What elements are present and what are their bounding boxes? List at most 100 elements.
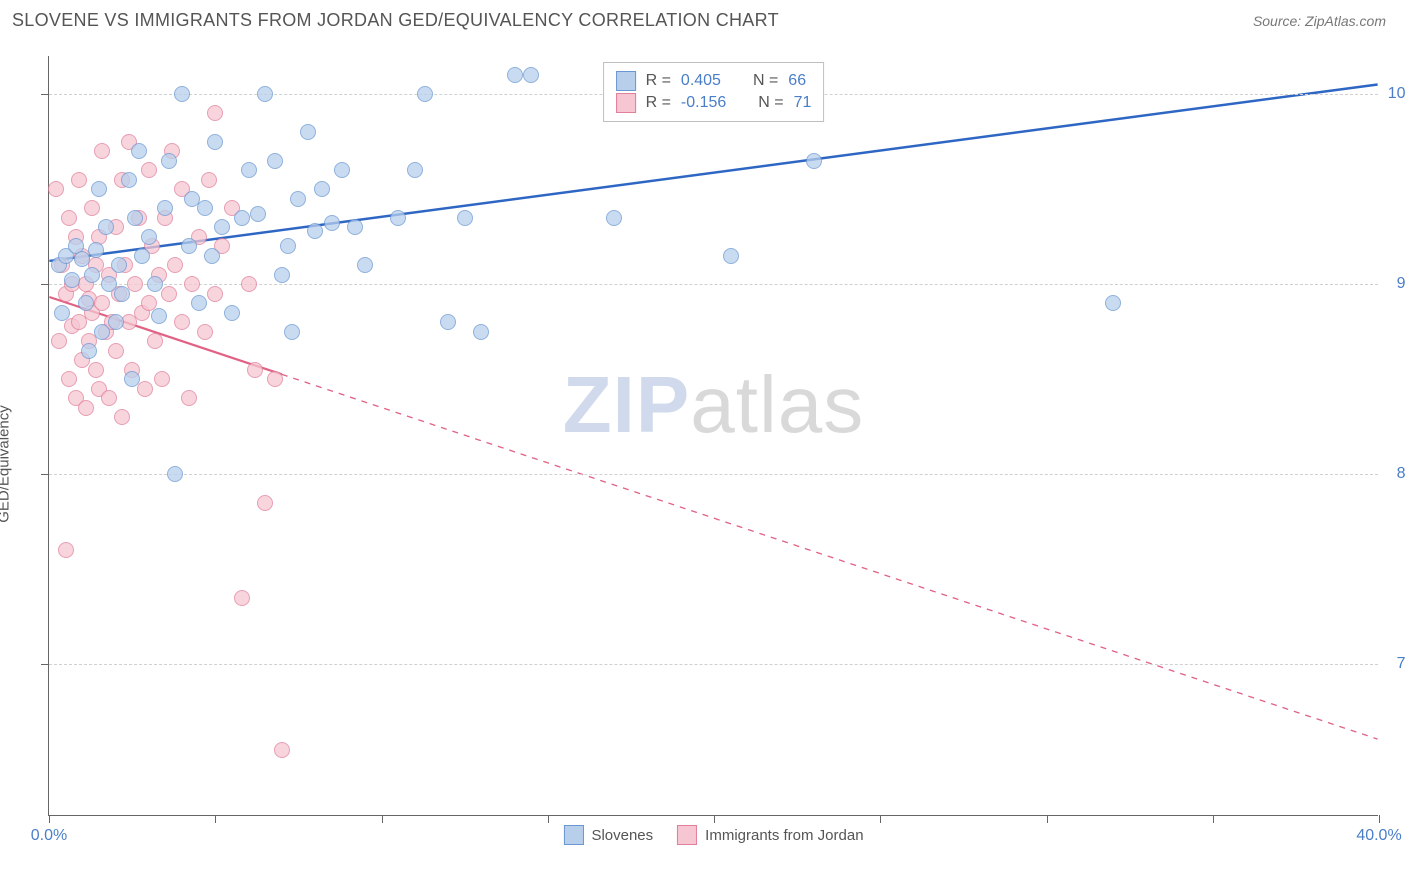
- swatch-blue: [563, 825, 583, 845]
- point-jordan: [137, 381, 153, 397]
- point-jordan: [274, 742, 290, 758]
- x-tick: [880, 815, 881, 823]
- r-label: R =: [646, 94, 671, 112]
- r-label: R =: [646, 72, 671, 90]
- point-slovenes: [307, 223, 323, 239]
- point-jordan: [161, 286, 177, 302]
- n-value-jordan: 71: [794, 94, 812, 112]
- point-slovenes: [167, 466, 183, 482]
- point-slovenes: [81, 343, 97, 359]
- point-slovenes: [181, 238, 197, 254]
- point-slovenes: [357, 257, 373, 273]
- point-slovenes: [78, 295, 94, 311]
- point-jordan: [114, 409, 130, 425]
- swatch-pink: [677, 825, 697, 845]
- point-slovenes: [157, 200, 173, 216]
- legend-row-jordan: R = -0.156 N = 71: [616, 93, 812, 113]
- point-slovenes: [147, 276, 163, 292]
- point-slovenes: [127, 210, 143, 226]
- point-jordan: [247, 362, 263, 378]
- swatch-pink: [616, 93, 636, 113]
- point-slovenes: [84, 267, 100, 283]
- point-jordan: [267, 371, 283, 387]
- point-jordan: [78, 400, 94, 416]
- n-label: N =: [753, 72, 778, 90]
- point-slovenes: [124, 371, 140, 387]
- point-jordan: [147, 333, 163, 349]
- point-slovenes: [300, 124, 316, 140]
- watermark: ZIPatlas: [563, 359, 864, 451]
- swatch-blue: [616, 71, 636, 91]
- point-jordan: [181, 390, 197, 406]
- y-tick-label: 70.0%: [1382, 655, 1406, 673]
- point-jordan: [48, 181, 64, 197]
- r-value-slovenes: 0.405: [681, 72, 721, 90]
- point-slovenes: [197, 200, 213, 216]
- x-tick: [548, 815, 549, 823]
- y-tick: [41, 94, 49, 95]
- point-slovenes: [108, 314, 124, 330]
- y-tick-label: 100.0%: [1382, 85, 1406, 103]
- legend-row-slovenes: R = 0.405 N = 66: [616, 71, 812, 91]
- point-jordan: [108, 343, 124, 359]
- point-jordan: [207, 286, 223, 302]
- point-jordan: [94, 143, 110, 159]
- point-slovenes: [280, 238, 296, 254]
- point-jordan: [154, 371, 170, 387]
- point-slovenes: [98, 219, 114, 235]
- legend-label-slovenes: Slovenes: [591, 827, 653, 844]
- point-slovenes: [151, 308, 167, 324]
- point-slovenes: [267, 153, 283, 169]
- point-jordan: [201, 172, 217, 188]
- point-slovenes: [806, 153, 822, 169]
- point-slovenes: [207, 134, 223, 150]
- x-tick: [1379, 815, 1380, 823]
- y-tick-label: 90.0%: [1382, 275, 1406, 293]
- x-tick: [382, 815, 383, 823]
- x-tick: [1213, 815, 1214, 823]
- point-slovenes: [324, 215, 340, 231]
- point-slovenes: [91, 181, 107, 197]
- gridline: [49, 474, 1378, 475]
- point-slovenes: [234, 210, 250, 226]
- point-jordan: [141, 162, 157, 178]
- n-label: N =: [758, 94, 783, 112]
- point-slovenes: [347, 219, 363, 235]
- chart-source: Source: ZipAtlas.com: [1253, 13, 1386, 29]
- point-slovenes: [390, 210, 406, 226]
- point-slovenes: [314, 181, 330, 197]
- point-jordan: [84, 200, 100, 216]
- x-tick: [714, 815, 715, 823]
- point-slovenes: [440, 314, 456, 330]
- point-jordan: [51, 333, 67, 349]
- y-tick: [41, 284, 49, 285]
- point-slovenes: [457, 210, 473, 226]
- point-slovenes: [121, 172, 137, 188]
- n-value-slovenes: 66: [788, 72, 806, 90]
- x-tick: [1047, 815, 1048, 823]
- legend-series: Slovenes Immigrants from Jordan: [563, 825, 863, 845]
- y-tick-label: 80.0%: [1382, 465, 1406, 483]
- y-tick: [41, 664, 49, 665]
- point-jordan: [234, 590, 250, 606]
- point-slovenes: [141, 229, 157, 245]
- point-jordan: [61, 371, 77, 387]
- watermark-zip: ZIP: [563, 360, 690, 449]
- point-slovenes: [134, 248, 150, 264]
- point-slovenes: [284, 324, 300, 340]
- point-slovenes: [274, 267, 290, 283]
- watermark-atlas: atlas: [690, 360, 864, 449]
- point-slovenes: [407, 162, 423, 178]
- point-slovenes: [224, 305, 240, 321]
- chart-container: GED/Equivalency ZIPatlas R = 0.405 N = 6…: [12, 44, 1392, 884]
- point-slovenes: [257, 86, 273, 102]
- point-slovenes: [191, 295, 207, 311]
- point-jordan: [207, 105, 223, 121]
- point-jordan: [127, 276, 143, 292]
- x-tick-label: 0.0%: [31, 827, 67, 845]
- chart-title: SLOVENE VS IMMIGRANTS FROM JORDAN GED/EQ…: [12, 10, 779, 31]
- point-jordan: [197, 324, 213, 340]
- point-slovenes: [723, 248, 739, 264]
- point-slovenes: [473, 324, 489, 340]
- legend-item-slovenes: Slovenes: [563, 825, 653, 845]
